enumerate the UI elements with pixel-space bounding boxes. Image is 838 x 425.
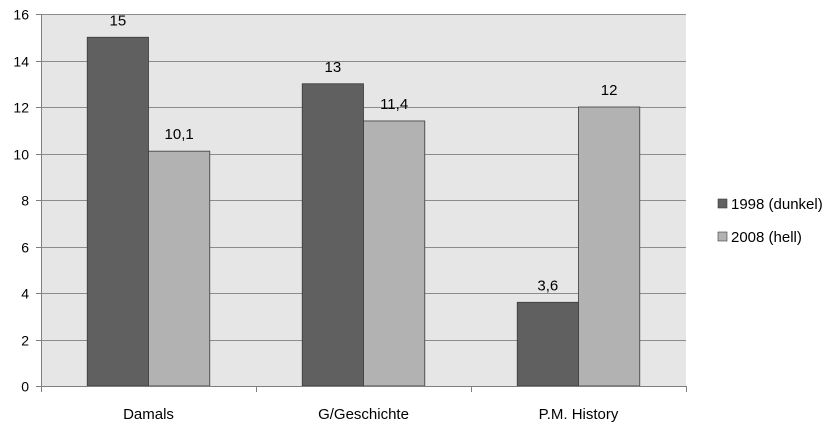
bar — [86, 36, 149, 387]
data-label: 11,4 — [380, 96, 408, 113]
legend-swatch — [717, 231, 728, 242]
bar — [516, 301, 579, 387]
data-labels: 15 10,1 13 11,4 3,6 12 — [110, 12, 618, 294]
data-label: 13 — [325, 59, 342, 76]
legend-label: 2008 (hell) — [731, 229, 802, 246]
legend-label: 1998 (dunkel) — [731, 196, 823, 213]
legend: 1998 (dunkel) 2008 (hell) — [717, 196, 823, 246]
y-tick-label: 2 — [21, 333, 29, 349]
x-category-label: G/Geschichte — [318, 406, 409, 423]
y-tick-label: 12 — [13, 100, 29, 116]
x-category-label: Damals — [123, 406, 174, 423]
y-tick-labels: 0 2 4 6 8 10 12 14 16 — [13, 7, 29, 395]
bars — [86, 36, 641, 387]
data-label: 15 — [110, 12, 127, 29]
y-tick-label: 4 — [21, 286, 29, 302]
y-tick-label: 10 — [13, 147, 29, 163]
x-category-labels: Damals G/Geschichte P.M. History — [123, 406, 619, 423]
bar — [148, 150, 211, 387]
data-label: 3,6 — [537, 277, 558, 294]
y-tick-label: 16 — [13, 7, 29, 23]
bar — [578, 106, 641, 387]
bar — [301, 83, 364, 387]
y-tick-label: 0 — [21, 379, 29, 395]
axes — [36, 14, 687, 392]
data-label: 12 — [601, 82, 618, 99]
y-tick-label: 6 — [21, 240, 29, 256]
data-label: 10,1 — [165, 126, 194, 143]
y-tick-label: 14 — [13, 54, 29, 70]
bar — [363, 120, 426, 387]
y-tick-label: 8 — [21, 193, 29, 209]
legend-swatch — [717, 198, 728, 209]
x-category-label: P.M. History — [539, 406, 619, 423]
